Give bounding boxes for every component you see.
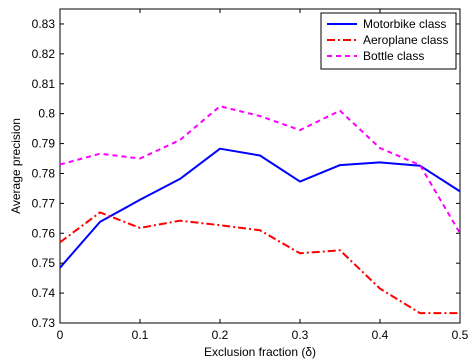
legend-label: Motorbike class: [363, 17, 446, 31]
y-tick-label: 0.76: [32, 226, 56, 240]
y-tick-label: 0.78: [32, 166, 56, 180]
y-tick-label: 0.75: [32, 256, 56, 270]
legend: Motorbike class Aeroplane class Bottle cla…: [320, 12, 457, 70]
y-tick-label: 0.8: [38, 107, 55, 121]
y-tick-label: 0.77: [32, 196, 56, 210]
series-line-aeroplane-class: [59, 211, 460, 315]
series-line-motorbike-class: [59, 147, 461, 269]
y-tick-label: 0.79: [32, 137, 56, 151]
x-tick-label: 0.4: [372, 328, 389, 342]
x-tick-label: 0.3: [292, 328, 309, 342]
x-tick-label: 0.5: [452, 328, 469, 342]
x-axis-label: Exclusion fraction (δ): [204, 345, 316, 359]
x-tick-label: 0.2: [212, 328, 229, 342]
y-tick-label: 0.73: [32, 316, 56, 330]
y-tick-label: 0.81: [32, 77, 56, 91]
y-axis-label: Average precision: [9, 118, 23, 214]
x-tick-label: 0.1: [132, 328, 149, 342]
series-line-bottle-class: [59, 105, 461, 234]
y-tick-label: 0.83: [32, 17, 56, 31]
y-tick-label: 0.74: [32, 286, 56, 300]
legend-label: Bottle class: [363, 49, 424, 63]
y-tick-label: 0.82: [32, 47, 56, 61]
series-layer: [59, 105, 461, 315]
x-tick-label: 0: [57, 328, 64, 342]
legend-label: Aeroplane class: [363, 33, 448, 47]
axis-layer: 0.73 0.74 0.75 0.76 0.77 0.78 0.79 0.8 0.81 0.82 0…: [32, 9, 469, 342]
